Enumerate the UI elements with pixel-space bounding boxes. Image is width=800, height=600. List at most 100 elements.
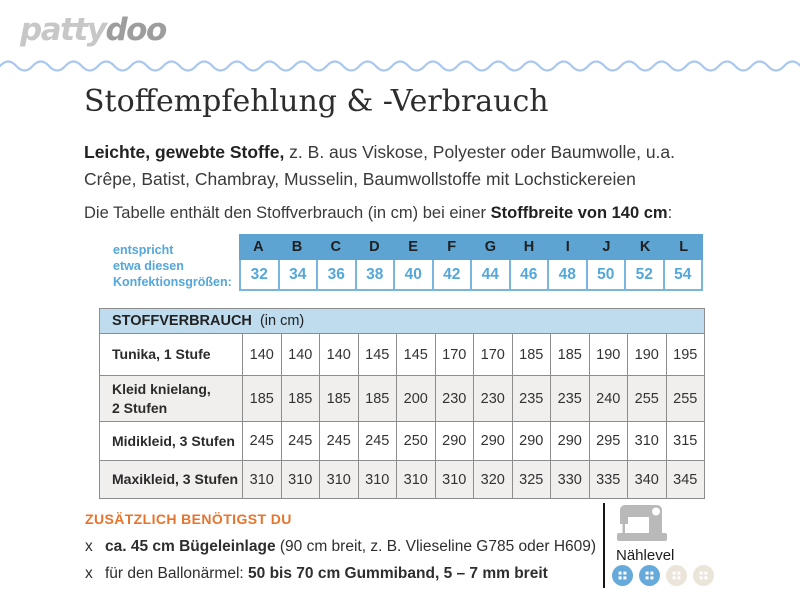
item-pre: für den Ballonärmel: <box>105 565 249 582</box>
consumption-value-cell: 310 <box>434 461 474 498</box>
consumption-value-cell: 320 <box>473 461 512 498</box>
size-letter-cell: G <box>484 239 496 255</box>
item-post: (90 cm breit, z. B. Vlieseline G785 oder… <box>275 538 597 555</box>
size-value-cell: 34 <box>277 260 317 289</box>
intro-paragraph: Leichte, gewebte Stoffe, z. B. aus Visko… <box>84 139 732 193</box>
size-letter-cell: H <box>523 239 535 255</box>
naehlevel-label: Nählevel <box>616 547 675 564</box>
item-bold: 50 bis 70 cm Gummiband, 5 – 7 mm breit <box>248 565 548 582</box>
consumption-value-cell: 185 <box>511 334 551 375</box>
consumption-value-cell: 310 <box>357 461 397 498</box>
size-value-cell: 44 <box>470 260 509 289</box>
consumption-value-cell: 340 <box>627 461 666 498</box>
level-button-icon-filled <box>612 565 633 586</box>
size-value-cell: 50 <box>585 260 625 289</box>
extras-item-gummiband: x für den Ballonärmel: 50 bis 70 cm Gummi… <box>85 565 548 583</box>
item-marker: x <box>85 538 93 555</box>
consumption-value-cell: 140 <box>280 334 320 375</box>
level-button-icon-empty <box>693 565 714 586</box>
consumption-value-cell: 185 <box>280 376 320 421</box>
item-bold: ca. 45 cm Bügeleinlage <box>105 538 276 555</box>
size-letter-cell: E <box>408 239 418 255</box>
size-value-cell: 52 <box>624 260 663 289</box>
consumption-table: STOFFVERBRAUCH (in cm) Tunika, 1 Stufe 14… <box>99 308 705 499</box>
size-value-cell: 42 <box>431 260 471 289</box>
table-row: Tunika, 1 Stufe 140 140 140 145 145 170 170 185 1… <box>100 333 704 375</box>
intro-rest-text: z. B. aus Viskose, Polyester oder Baumwo… <box>84 142 676 190</box>
consumption-value-cell: 140 <box>249 346 274 363</box>
consumption-value-cell: 290 <box>434 422 474 460</box>
vertical-divider <box>603 503 605 588</box>
size-letter-cell: K <box>639 239 651 255</box>
size-value-cell: 54 <box>662 260 702 289</box>
sewing-machine-icon <box>617 505 667 541</box>
logo-text-patty: patty <box>20 12 107 48</box>
size-value-cell: 32 <box>250 265 268 283</box>
extras-item-buegeleinlage: x ca. 45 cm Bügeleinlage (90 cm breit, z.… <box>85 538 596 556</box>
consumption-value-cell: 310 <box>627 422 666 460</box>
consumption-value-cell: 235 <box>511 376 551 421</box>
consumption-value-cell: 190 <box>588 334 628 375</box>
row-label: Kleid knielang, 2 Stufen <box>100 376 243 421</box>
consumption-value-cell: 315 <box>665 422 705 460</box>
size-letter-cell: B <box>291 239 303 255</box>
level-button-icon-empty <box>666 565 687 586</box>
consumption-value-cell: 250 <box>396 422 435 460</box>
wave-divider-icon <box>0 60 800 72</box>
consumption-value-cell: 145 <box>396 334 435 375</box>
consumption-value-cell: 190 <box>627 334 666 375</box>
row-label: Tunika, 1 Stufe <box>100 334 243 375</box>
size-table-caption: entspricht etwa diesen Konfektionsgrößen… <box>113 243 232 290</box>
consumption-value-cell: 235 <box>550 376 589 421</box>
intro-bold-text: Leichte, gewebte Stoffe, <box>84 142 285 162</box>
page-title: Stoffempfehlung & -Verbrauch <box>84 84 549 119</box>
consumption-value-cell: 145 <box>357 334 397 375</box>
consumption-value-cell: 290 <box>473 422 512 460</box>
consumption-value-cell: 240 <box>588 376 628 421</box>
consumption-value-cell: 255 <box>665 376 705 421</box>
level-button-icon-filled <box>639 565 660 586</box>
naehlevel-buttons <box>612 565 714 586</box>
logo-text-doo: doo <box>105 12 167 48</box>
consumption-value-cell: 245 <box>357 422 397 460</box>
size-letter-row: A B C D E F G H I J K L <box>239 234 703 260</box>
row-label: Midikleid, 3 Stufen <box>100 422 243 460</box>
consumption-value-cell: 185 <box>319 376 358 421</box>
consumption-value-cell: 335 <box>588 461 628 498</box>
consumption-value-cell: 295 <box>588 422 628 460</box>
consumption-title-rest: (in cm) <box>251 313 305 329</box>
size-letter-cell: L <box>679 239 689 255</box>
handwheel <box>652 507 660 516</box>
size-letter-cell: D <box>369 239 380 255</box>
consumption-value-cell: 310 <box>319 461 358 498</box>
size-value-cell: 36 <box>316 260 355 289</box>
consumption-value-cell: 170 <box>434 334 474 375</box>
consumption-value-cell: 230 <box>434 376 474 421</box>
size-letter-cell: C <box>330 239 341 255</box>
size-letter-cell: A <box>253 239 264 255</box>
caption-line-2: etwa diesen <box>113 258 184 273</box>
consumption-value-cell: 245 <box>280 422 320 460</box>
size-number-row: 32 34 36 38 40 42 44 46 48 50 52 54 <box>239 260 703 291</box>
consumption-value-cell: 245 <box>319 422 358 460</box>
consumption-value-cell: 310 <box>249 471 274 488</box>
consumption-value-cell: 310 <box>396 461 435 498</box>
consumption-value-cell: 290 <box>550 422 589 460</box>
consumption-title-bold: STOFFVERBRAUCH <box>112 313 252 329</box>
note-prefix: Die Tabelle enthält den Stoffverbrauch (… <box>84 204 491 222</box>
caption-line-1: entspricht <box>113 243 174 257</box>
row-label: Maxikleid, 3 Stufen <box>100 461 243 498</box>
size-value-cell: 40 <box>393 260 432 289</box>
consumption-value-cell: 200 <box>396 376 435 421</box>
size-letter-cell: I <box>565 239 570 255</box>
size-letter-cell: J <box>602 239 611 255</box>
consumption-value-cell: 230 <box>473 376 512 421</box>
consumption-table-body: Tunika, 1 Stufe 140 140 140 145 145 170 170 185 1… <box>100 333 704 498</box>
consumption-value-cell: 185 <box>249 390 274 407</box>
consumption-value-cell: 310 <box>280 461 320 498</box>
consumption-value-cell: 255 <box>627 376 666 421</box>
size-value-cell: 46 <box>508 260 548 289</box>
size-value-cell: 48 <box>547 260 586 289</box>
table-row: Maxikleid, 3 Stufen 310 310 310 310 310 310 320… <box>100 460 704 498</box>
